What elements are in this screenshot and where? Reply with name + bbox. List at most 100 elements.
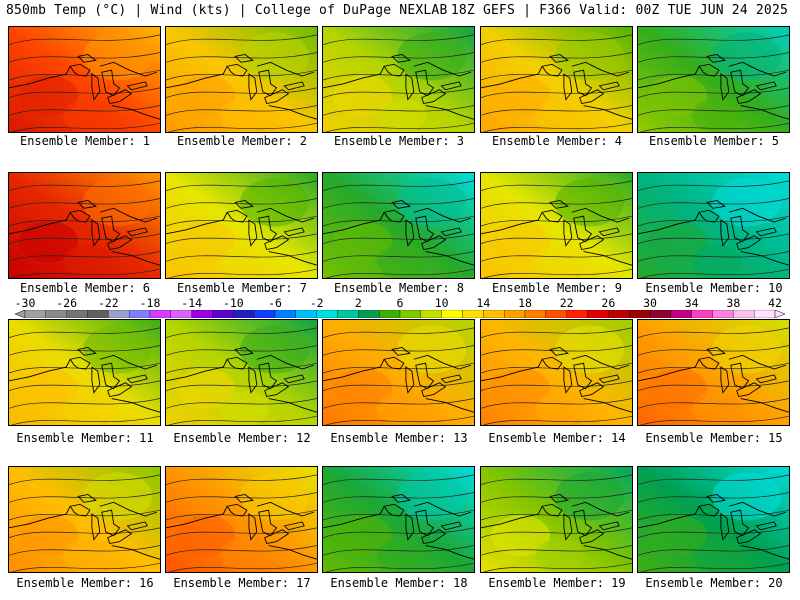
- colorbar-swatch: [504, 310, 526, 318]
- temperature-blotch: [647, 515, 708, 557]
- great-lakes-outline: [226, 347, 305, 398]
- height-contour: [168, 122, 317, 132]
- ensemble-panel: [322, 172, 475, 279]
- ensemble-panel: [480, 466, 633, 573]
- height-contour: [166, 198, 317, 209]
- height-contour: [483, 268, 632, 278]
- temperature-blotch: [332, 515, 393, 557]
- temperature-blotch: [535, 538, 585, 572]
- ensemble-member-label: Ensemble Member: 2: [176, 134, 308, 148]
- ensemble-member-label: Ensemble Member: 4: [491, 134, 623, 148]
- ensemble-member-label: Ensemble Member: 14: [488, 431, 626, 445]
- ensemble-panel: [637, 319, 790, 426]
- height-contour: [9, 105, 160, 116]
- colorbar-swatch: [712, 310, 734, 318]
- height-contour: [481, 545, 632, 556]
- height-contour: [640, 562, 789, 572]
- height-contour: [11, 562, 160, 572]
- state-boundaries: [9, 207, 160, 266]
- colorbar-tick-label: 10: [434, 296, 449, 310]
- ensemble-panel: [8, 466, 161, 573]
- colorbar-swatch: [379, 310, 401, 318]
- temperature-field: [323, 173, 474, 278]
- colorbar-tick-label: 30: [643, 296, 657, 310]
- colorbar-swatch: [87, 310, 109, 318]
- colorbar-swatch: [24, 310, 46, 318]
- height-contour: [9, 398, 160, 409]
- colorbar-swatch: [566, 310, 588, 318]
- colorbar-swatch: [691, 310, 713, 318]
- height-contour: [481, 34, 632, 45]
- temperature-blotch: [647, 75, 708, 117]
- model-valid-time: 18Z GEFS | F366 Valid: 00Z TUE JUN 24 20…: [450, 3, 788, 18]
- height-contour: [325, 122, 474, 132]
- temperature-blotch: [490, 368, 551, 410]
- state-boundaries: [323, 61, 474, 120]
- state-boundaries: [9, 61, 160, 120]
- height-contour: [638, 52, 789, 63]
- height-contour: [638, 398, 789, 409]
- ensemble-panel: [8, 172, 161, 279]
- height-contour: [323, 380, 474, 391]
- temperature-field: [9, 320, 160, 425]
- great-lakes-outline: [383, 54, 462, 105]
- colorbar-swatch: [170, 310, 192, 318]
- temperature-field: [638, 467, 789, 572]
- temperature-blotch: [240, 32, 310, 81]
- colorbar-swatch: [420, 310, 442, 318]
- height-contour: [640, 415, 789, 425]
- temperature-blotch: [220, 98, 270, 132]
- colorbar-swatch: [337, 310, 359, 318]
- temperature-blotch: [240, 178, 310, 227]
- height-contour: [168, 415, 317, 425]
- height-contour: [323, 34, 474, 45]
- ensemble-member-label: Ensemble Member: 18: [330, 576, 468, 590]
- height-contour: [9, 327, 160, 338]
- temperature-blotch: [175, 75, 236, 117]
- colorbar-swatch: [608, 310, 630, 318]
- great-lakes-outline: [226, 54, 305, 105]
- height-contour: [483, 415, 632, 425]
- ensemble-panel: [637, 172, 790, 279]
- state-boundaries: [166, 354, 317, 413]
- ensemble-panel: [8, 319, 161, 426]
- temperature-blotch: [712, 472, 782, 521]
- ensemble-panel: [165, 172, 318, 279]
- height-contour: [323, 527, 474, 538]
- height-contour: [323, 233, 474, 244]
- temperature-blotch: [647, 221, 708, 263]
- height-contour: [638, 233, 789, 244]
- height-contour: [638, 198, 789, 209]
- height-contour: [638, 34, 789, 45]
- colorbar-tick-label: 42: [768, 296, 782, 310]
- height-contour: [323, 87, 474, 98]
- height-contour: [9, 345, 160, 356]
- great-lakes-outline: [383, 200, 462, 251]
- state-boundaries: [166, 207, 317, 266]
- height-contour: [481, 345, 632, 356]
- colorbar-right-arrow: [774, 310, 785, 318]
- height-contour: [481, 198, 632, 209]
- ensemble-member-label: Ensemble Member: 15: [645, 431, 783, 445]
- ensemble-panel: [480, 319, 633, 426]
- colorbar-swatch: [316, 310, 338, 318]
- temperature-field: [481, 320, 632, 425]
- state-boundaries: [481, 501, 632, 560]
- height-contour: [323, 180, 474, 191]
- colorbar-tick-label: 22: [559, 296, 574, 310]
- ensemble-panel: [165, 26, 318, 133]
- colorbar-tick-label: -30: [14, 296, 36, 310]
- height-contour: [483, 562, 632, 572]
- ensemble-member-label: Ensemble Member: 12: [173, 431, 311, 445]
- height-contour: [323, 545, 474, 556]
- colorbar-swatch: [233, 310, 255, 318]
- height-contour: [9, 545, 160, 556]
- colorbar-tick-label: -26: [56, 296, 78, 310]
- height-contour: [638, 327, 789, 338]
- height-contour: [166, 251, 317, 262]
- great-lakes-outline: [698, 54, 777, 105]
- colorbar-swatch: [108, 310, 130, 318]
- ensemble-member-label: Ensemble Member: 3: [333, 134, 465, 148]
- height-contour: [323, 327, 474, 338]
- colorbar-swatch: [191, 310, 213, 318]
